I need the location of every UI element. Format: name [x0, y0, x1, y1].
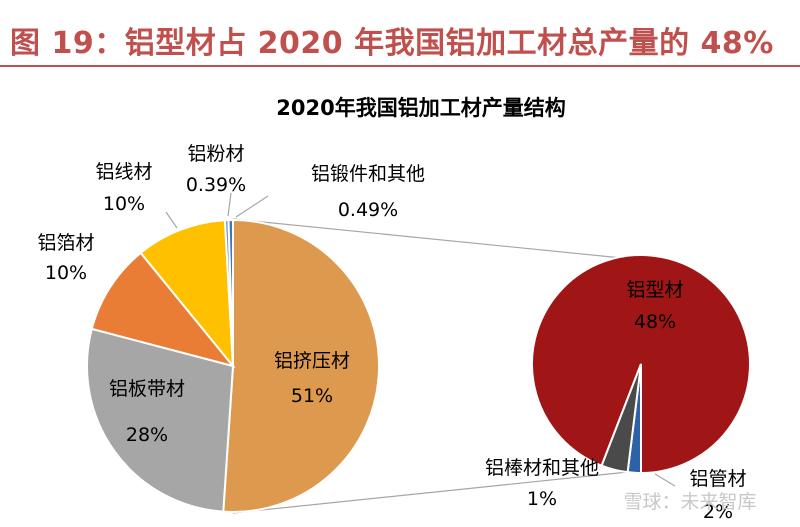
label-value-rod-other: 1% [527, 488, 557, 510]
connector-line-top [232, 218, 623, 259]
slice-forging-other [227, 218, 234, 367]
label-value-extrusion: 51% [291, 385, 333, 407]
label-value-powder: 0.39% [186, 174, 246, 196]
label-name-powder: 铝粉材 [187, 143, 244, 165]
label-value-forging-other: 0.49% [338, 199, 398, 221]
main-pie [86, 218, 380, 513]
figure-header: 图 19：铝型材占 2020 年我国铝加工材总产量的 48% [0, 0, 800, 70]
label-name-tube: 铝管材 [689, 468, 746, 490]
slice-foil [90, 251, 236, 368]
connector-line-bottom [232, 471, 629, 514]
leader-line-forging [235, 195, 269, 218]
chart-title: 2020年我国铝加工材产量结构 [276, 96, 565, 120]
label-name-forging-other: 铝锻件和其他 [311, 163, 425, 185]
slice-extrusion [222, 218, 380, 513]
label-value-profile: 48% [634, 311, 676, 333]
label-name-plate-strip: 铝板带材 [109, 378, 185, 400]
label-name-foil: 铝箔材 [37, 232, 94, 254]
figure-caption: 图 19：铝型材占 2020 年我国铝加工材总产量的 48% [10, 26, 774, 61]
leader-line-powder [227, 192, 232, 217]
slice-wire [139, 219, 235, 370]
label-name-wire: 铝线材 [95, 161, 152, 183]
breakdown-pie [531, 254, 751, 475]
leader-line-tube [654, 473, 676, 487]
slice-tube [600, 363, 642, 474]
watermark: 雪球：未来智库 [623, 491, 756, 513]
label-value-foil: 10% [45, 262, 87, 284]
label-value-plate-strip: 28% [126, 424, 168, 446]
label-name-rod-other: 铝棒材和其他 [485, 457, 599, 479]
label-value-wire: 10% [103, 193, 145, 215]
leader-line-wire [165, 211, 178, 229]
label-name-extrusion: 铝挤压材 [274, 350, 350, 372]
data-labels: 铝挤压材 51% 铝板带材 28% 铝箔材 10% 铝线材 10% 铝粉材 0.39% 铝锻件和其他… [37, 143, 746, 523]
caption-divider [0, 65, 800, 67]
slice-plate-strip [86, 327, 235, 513]
label-value-tube: 2% [703, 501, 733, 523]
label-name-profile: 铝型材 [626, 279, 683, 301]
